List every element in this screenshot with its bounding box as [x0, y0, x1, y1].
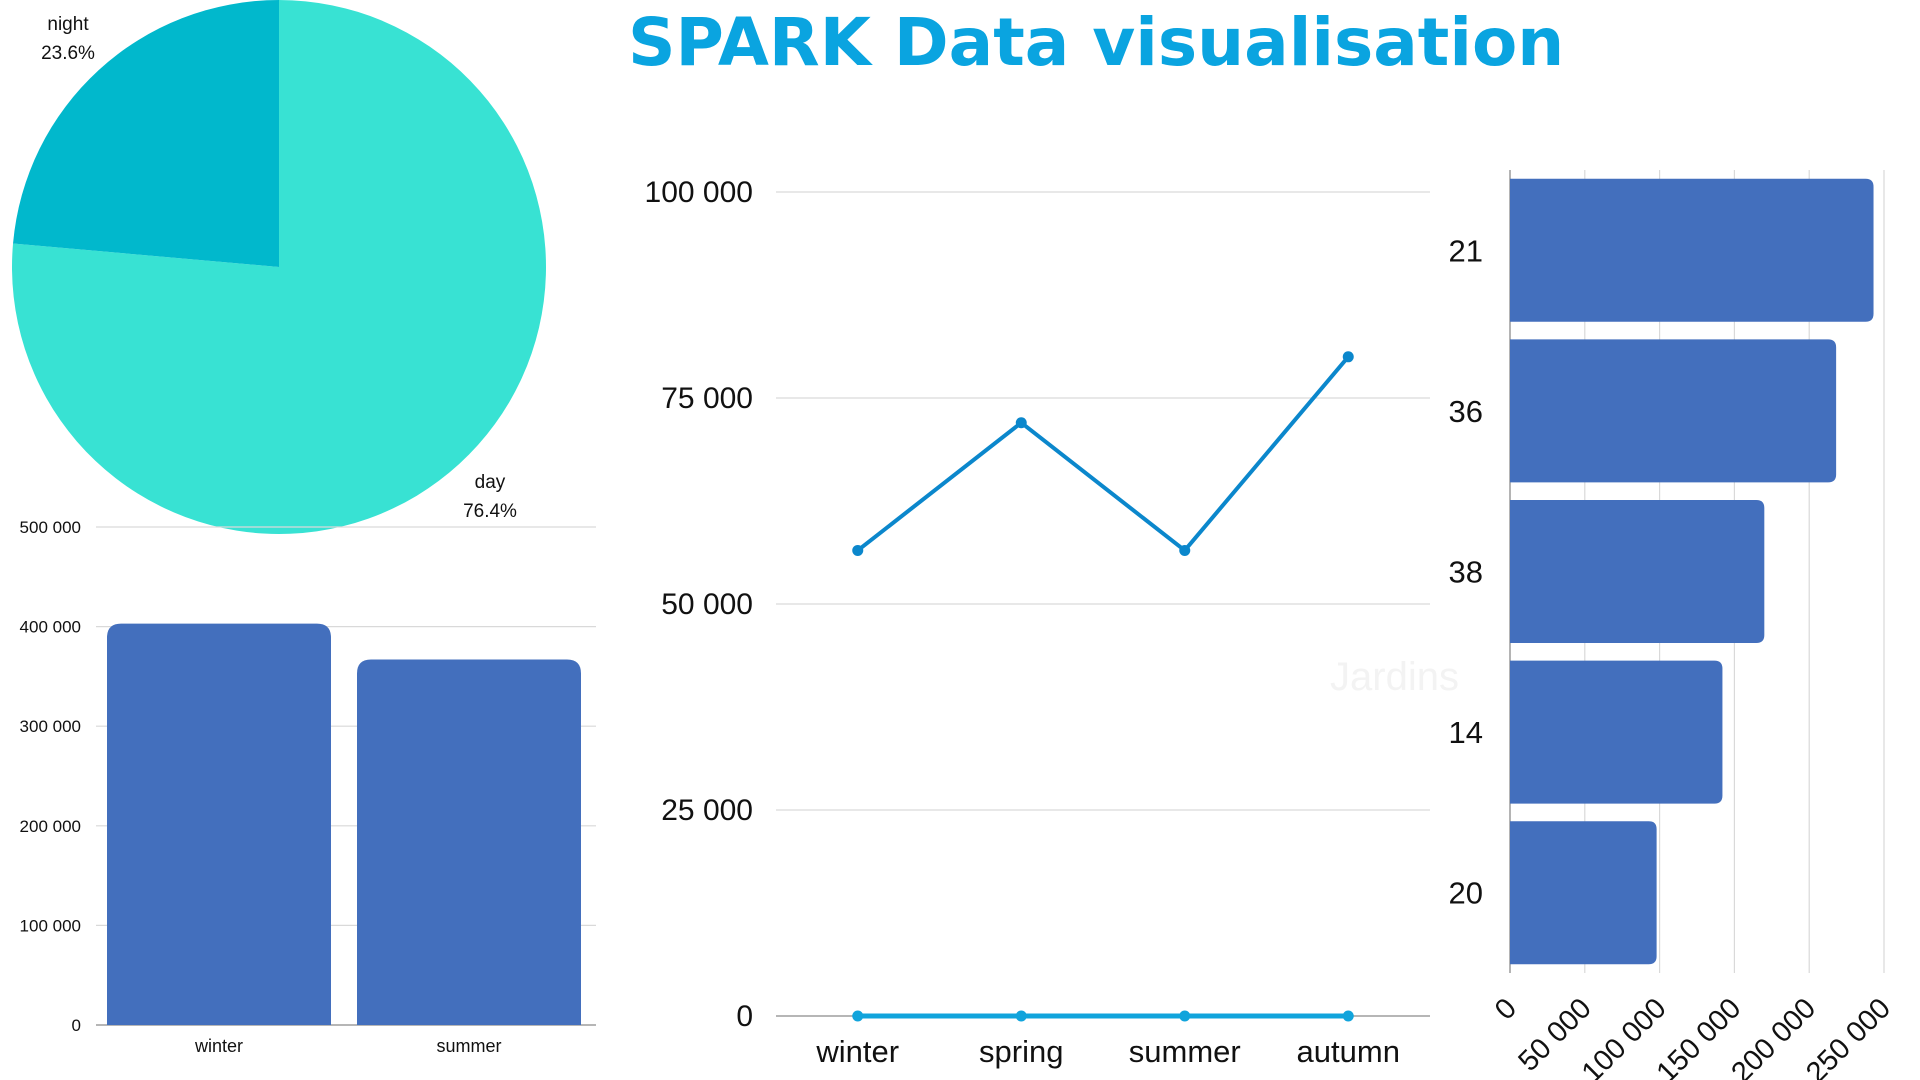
line-point — [1179, 544, 1191, 556]
line-xtick-label: spring — [979, 1034, 1063, 1069]
line-point — [1342, 1010, 1354, 1022]
line-xtick-label: summer — [1129, 1034, 1241, 1069]
line-point — [1342, 351, 1354, 363]
bar-xtick-label: summer — [436, 1036, 501, 1056]
line-ytick-label: 100 000 — [645, 176, 753, 209]
line-point — [1015, 417, 1027, 429]
season-bar-chart: 0 100 000 200 000 300 000 400 000 500 000 wint… — [20, 518, 596, 1056]
hbar-xtick-label: 250 000 — [1800, 992, 1897, 1080]
bar-ytick-label: 300 000 — [20, 717, 81, 736]
hbar-ytick-label: 36 — [1449, 394, 1483, 429]
pie-percent-night: 23.6% — [41, 43, 95, 64]
pie-label-day: day — [475, 472, 506, 493]
hbar-ytick-label: 38 — [1449, 555, 1483, 590]
hbar-ytick-label: 21 — [1449, 233, 1483, 268]
page-title: SPARK Data visualisation — [628, 4, 1565, 81]
pie-slice-day — [12, 0, 546, 534]
hbar-14 — [1510, 660, 1723, 804]
pie-chart: day 76.4% night 23.6% — [12, 0, 546, 534]
pie-percent-day: 76.4% — [463, 501, 517, 522]
bar-ytick-label: 0 — [72, 1016, 81, 1035]
hbar-21 — [1510, 178, 1874, 322]
line-point — [852, 544, 864, 556]
line-point — [852, 1010, 864, 1022]
line-ytick-label: 50 000 — [661, 588, 753, 621]
line-ytick-label: 25 000 — [661, 794, 753, 827]
line-series-1 — [856, 355, 1350, 553]
hbar-ytick-label: 20 — [1449, 876, 1483, 911]
hbar-38 — [1510, 500, 1765, 643]
pie-label-night: night — [47, 14, 89, 35]
bar-winter — [107, 623, 331, 1025]
hbar-20 — [1510, 821, 1657, 965]
bar-ytick-label: 200 000 — [20, 817, 81, 836]
line-xtick-label: autumn — [1297, 1034, 1400, 1069]
line-ytick-label: 0 — [736, 1000, 753, 1033]
bar-summer — [357, 659, 581, 1025]
line-point — [1015, 1010, 1027, 1022]
bar-ytick-label: 500 000 — [20, 518, 81, 537]
bar-xtick-label: winter — [194, 1036, 243, 1056]
watermark-text: Jardins — [1330, 655, 1459, 699]
pie-slice-night — [13, 0, 280, 267]
hbar-xtick-label: 0 — [1489, 992, 1523, 1026]
hbar-36 — [1510, 339, 1837, 483]
line-ytick-label: 75 000 — [661, 382, 753, 415]
bar-ytick-label: 100 000 — [20, 916, 81, 935]
season-line-chart: 0 25 000 50 000 75 000 100 000 winter spring su… — [645, 176, 1430, 1069]
bar-ytick-label: 400 000 — [20, 618, 81, 637]
line-point — [1179, 1010, 1191, 1022]
line-xtick-label: winter — [815, 1034, 899, 1069]
hbar-ytick-label: 14 — [1449, 715, 1483, 750]
